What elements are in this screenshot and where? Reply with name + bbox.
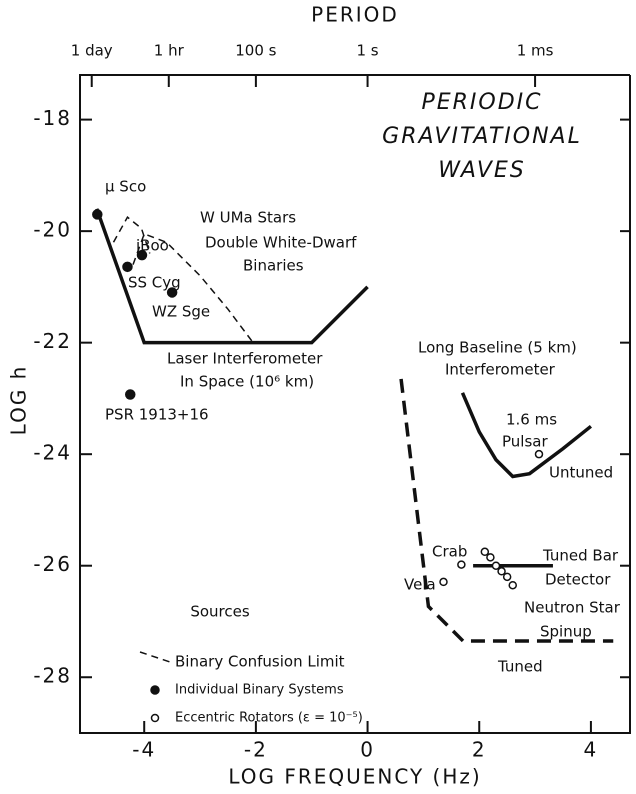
annotation: Binaries [243,257,304,275]
point [457,560,466,569]
point [122,261,133,273]
y-axis-label: LOG h [7,365,31,436]
annotation: 1.6 ms [506,411,557,429]
chart-title: GRAVITATIONAL [382,124,582,149]
annotation: Double White-Dwarf [205,234,357,252]
annotation: In Space (10⁶ km) [180,373,314,391]
legend-swatch [139,651,171,663]
annotation: Detector [545,571,611,589]
point [486,553,495,562]
y-tick-label: -26 [33,552,72,576]
x-tick-label: -2 [244,738,268,762]
point [534,449,544,459]
annotation: Crab [432,543,467,561]
point [502,572,512,582]
y-tick-label: -22 [33,329,72,353]
point [491,561,501,570]
annotation: WZ Sge [152,303,210,321]
annotation: W UMa Stars [200,209,296,227]
x-axis-label: LOG FREQUENCY (Hz) [228,765,481,789]
curve [95,208,369,345]
y-tick-label: -28 [33,664,72,688]
legend-title: Sources [190,603,250,621]
point [497,567,506,576]
legend-label: Eccentric Rotators (ε = 10⁻⁵) [175,711,363,726]
top-tick-label: 1 ms [517,42,554,60]
chart-title: PERIODIC [421,90,542,115]
x-tick-label: 0 [360,738,375,762]
annotation: SS Cyg [128,274,181,292]
annotation: Pulsar [502,433,548,451]
point [136,249,148,261]
legend-swatch [150,713,160,723]
plot-frame [79,74,631,734]
top-tick-label: 1 hr [154,42,185,60]
x-tick-label: 4 [584,738,599,762]
curve [112,216,254,344]
legend-label: Individual Binary Systems [175,683,344,698]
legend-label: Binary Confusion Limit [175,653,345,671]
point [166,287,178,298]
annotation: iBoo [136,237,169,255]
annotation: Long Baseline (5 km) [418,339,577,357]
top-tick-label: 100 s [235,42,276,60]
annotation: μ Sco [105,178,146,196]
point [125,389,136,400]
point [508,580,517,590]
chart-title: WAVES [438,158,526,183]
point [92,209,103,220]
y-tick-label: -24 [33,441,72,465]
annotation: Vela [404,576,436,594]
x-tick-label: -4 [132,738,156,762]
annotation: PSR 1913+16 [105,406,209,424]
annotation: Spinup [540,623,592,641]
point [480,547,490,557]
point [439,577,448,587]
annotation: Laser Interferometer [167,350,323,368]
annotation: Tuned [497,658,543,676]
annotation: Interferometer [445,361,556,379]
top-tick-label: 1 s [356,42,378,60]
y-tick-label: -20 [33,218,72,242]
curve [460,392,593,479]
curve [399,378,614,643]
top-tick-label: 1 day [71,42,113,60]
y-tick-label: -18 [33,106,72,130]
x-tick-label: 2 [472,738,487,762]
annotation: Neutron Star [524,599,621,617]
annotation: Tuned Bar [542,547,619,565]
annotation: Untuned [549,464,613,482]
top-axis-label: PERIOD [311,3,399,27]
legend-swatch [150,685,160,695]
